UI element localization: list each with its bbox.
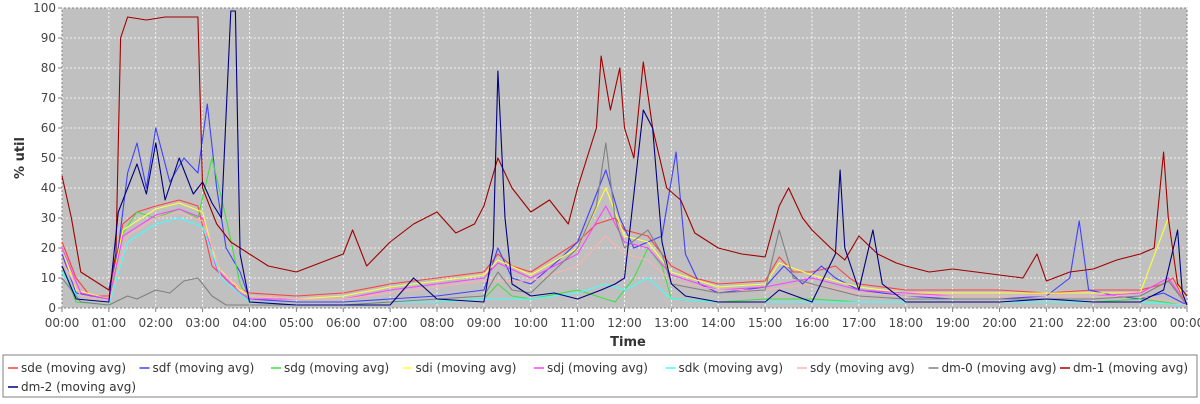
x-tick-label: 13:00 [654,316,689,330]
x-tick-label: 21:00 [1029,316,1064,330]
legend-label: dm-2 (moving avg) [21,380,136,394]
legend-label: sdg (moving avg) [284,361,389,375]
x-tick-label: 16:00 [795,316,830,330]
y-tick-label: 10 [41,271,56,285]
x-tick-label: 14:00 [701,316,736,330]
x-tick-label: 08:00 [420,316,455,330]
y-axis-title: % util [13,137,28,179]
series-line-sdy [61,211,1188,306]
x-tick-label: 11:00 [560,316,595,330]
x-tick-label: 06:00 [326,316,361,330]
x-tick-label: 12:00 [607,316,642,330]
axes: 0 10 20 30 40 50 60 70 80 90 100 00:00 01:00 02:00 03:… [33,1,1200,330]
y-tick-label: 90 [41,31,56,45]
series-line-dm-1 [61,16,1188,297]
legend-label: dm-0 (moving avg) [942,361,1057,375]
x-tick-label: 17:00 [842,316,877,330]
y-tick-label: 20 [41,241,56,255]
legend-label: dm-1 (moving avg) [1073,361,1188,375]
series-lines [61,10,1188,306]
x-tick-label: 00:00 [1170,316,1200,330]
y-tick-label: 40 [41,181,56,195]
x-tick-label: 20:00 [982,316,1017,330]
series-line-sdi [61,187,1188,306]
y-tick-label: 50 [41,151,56,165]
x-tick-label: 04:00 [232,316,267,330]
grid-lines [61,7,1188,309]
y-tick-label: 30 [41,211,56,225]
x-tick-label: 10:00 [513,316,548,330]
y-tick-label: 60 [41,121,56,135]
series-line-sde [61,199,1188,306]
legend-label: sde (moving avg) [21,361,126,375]
y-tick-label: 0 [48,301,56,315]
x-tick-label: 02:00 [138,316,173,330]
legend-label: sdy (moving avg) [810,361,915,375]
x-axis-title: Time [610,335,646,350]
series-line-dm-0 [61,142,1188,306]
x-tick-label: 22:00 [1076,316,1111,330]
x-tick-label: 01:00 [92,316,127,330]
x-tick-label: 19:00 [935,316,970,330]
legend-label: sdf (moving avg) [153,361,255,375]
x-tick-label: 09:00 [467,316,502,330]
series-line-dm-2 [61,10,1188,306]
x-tick-label: 03:00 [185,316,220,330]
legend-label: sdj (moving avg) [547,361,648,375]
y-tick-label: 70 [41,91,56,105]
legend-label: sdi (moving avg) [416,361,517,375]
x-tick-label: 05:00 [279,316,314,330]
x-tick-label: 23:00 [1123,316,1158,330]
x-tick-label: 00:00 [45,316,80,330]
legend: sde (moving avg) sdf (moving avg) sdg (mov… [8,361,1188,394]
legend-label: sdk (moving avg) [679,361,784,375]
y-tick-label: 100 [33,1,56,15]
x-tick-label: 18:00 [888,316,923,330]
x-tick-label: 15:00 [748,316,783,330]
x-tick-label: 07:00 [373,316,408,330]
y-tick-label: 80 [41,61,56,75]
legend-box [2,354,1198,398]
